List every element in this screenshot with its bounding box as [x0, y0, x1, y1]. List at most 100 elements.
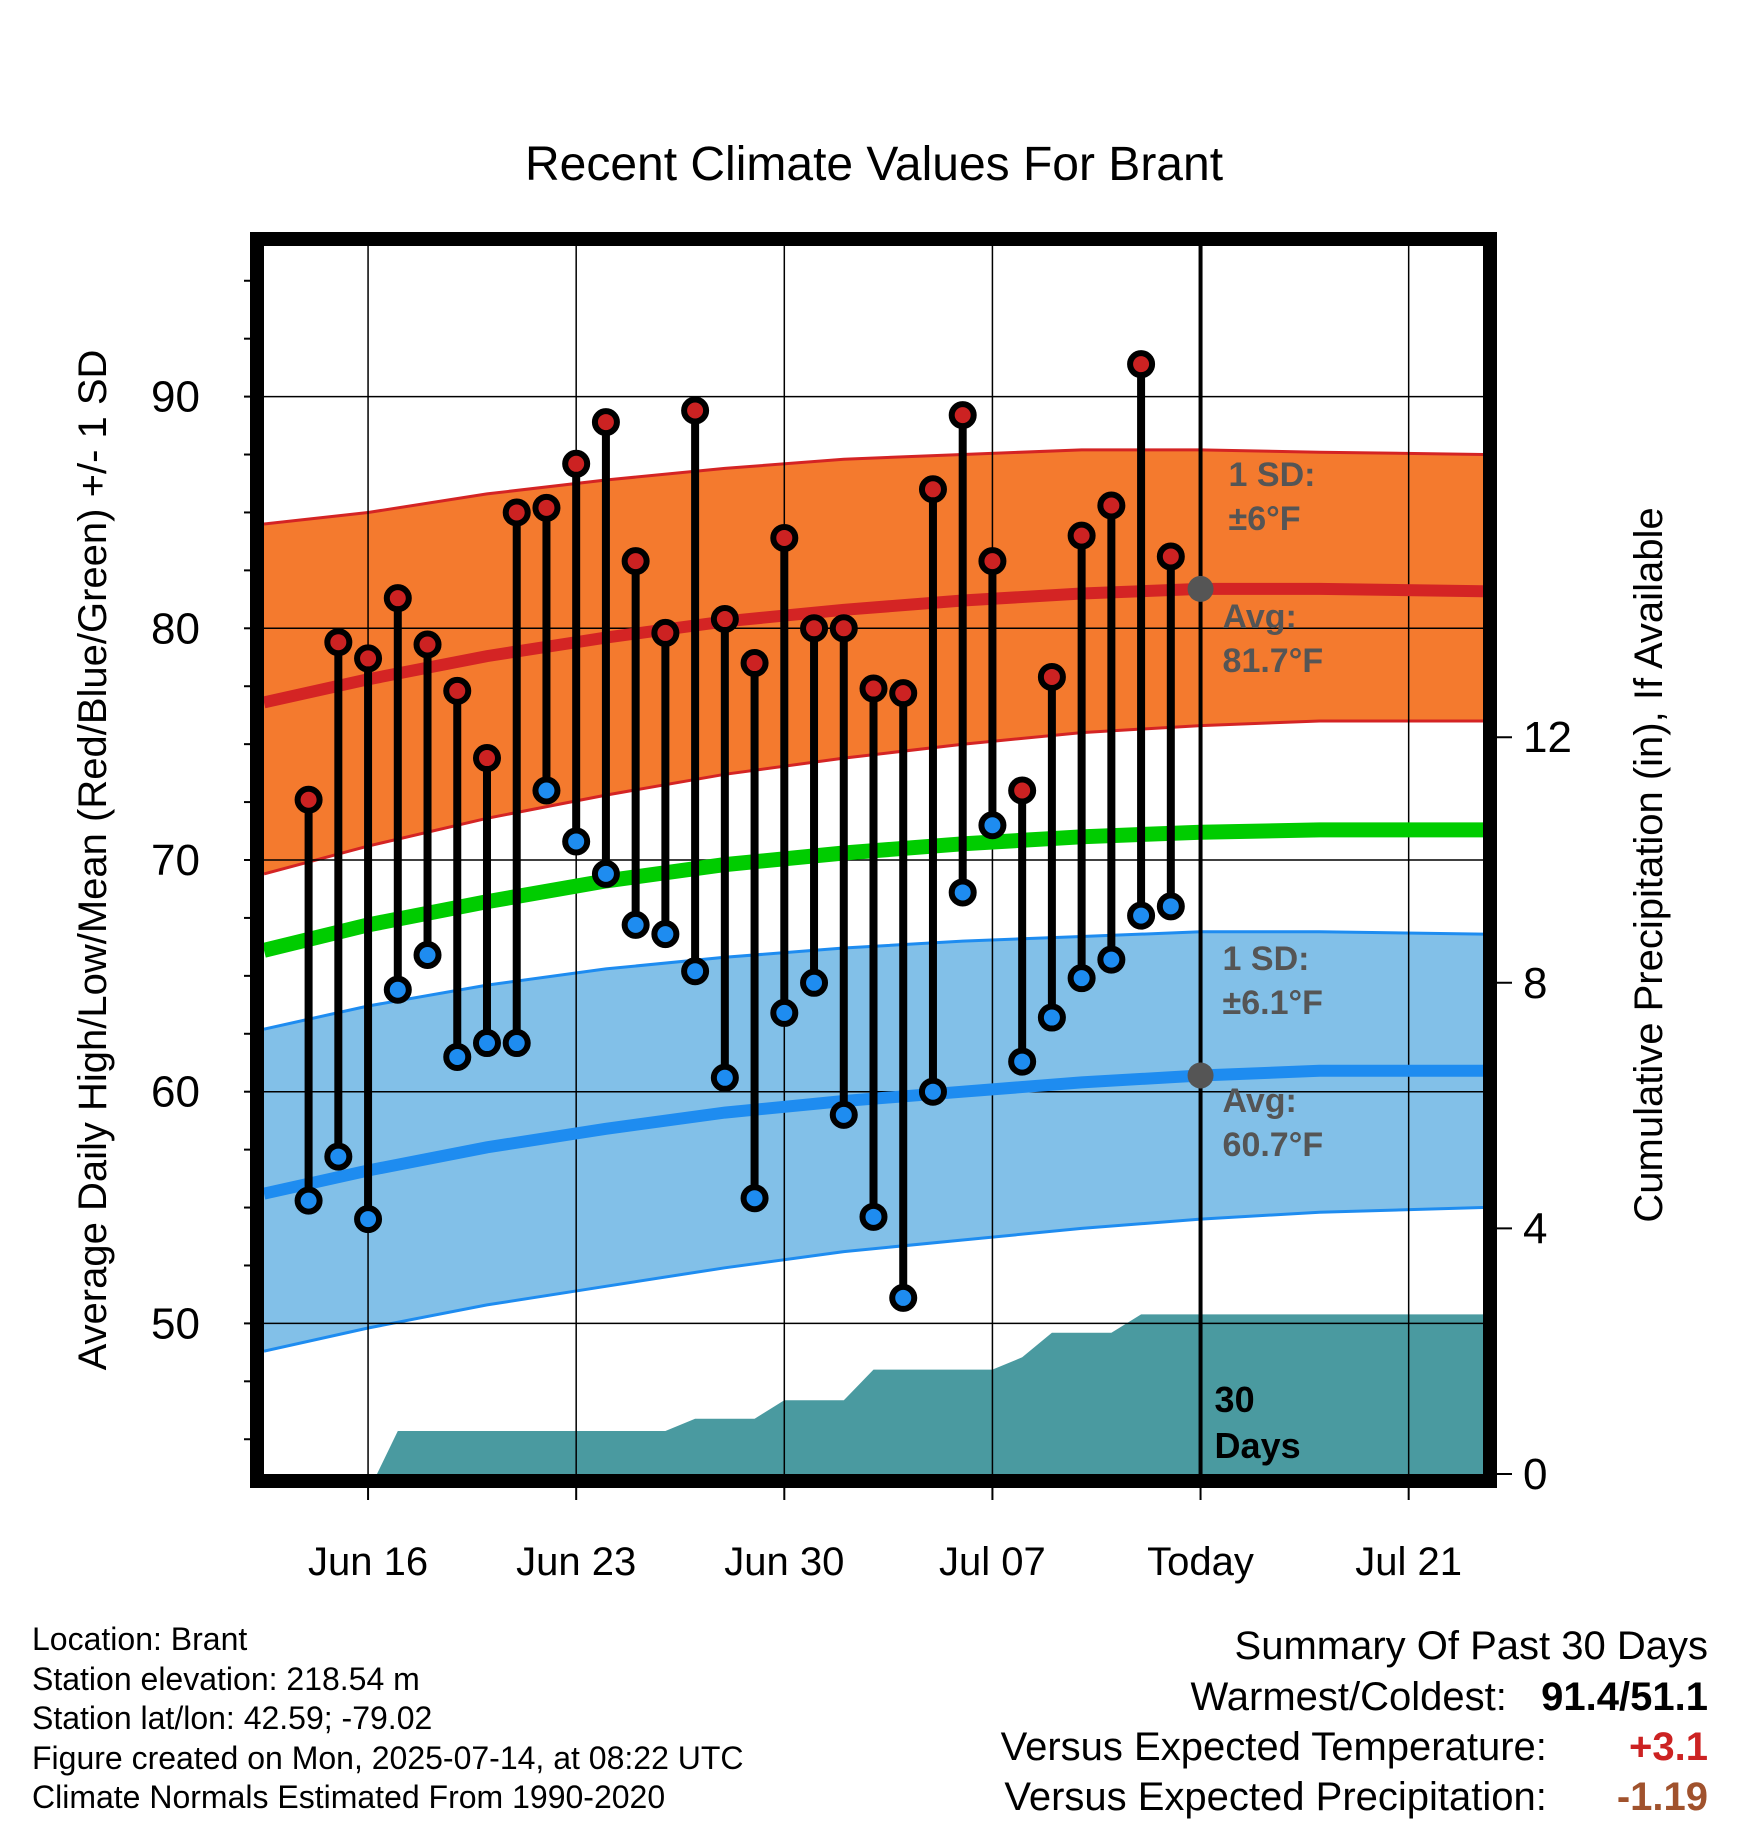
daily-high-point	[681, 396, 710, 425]
summary-warm-cold: Warmest/Coldest: 91.4/51.1	[1001, 1672, 1709, 1722]
daily-low-point	[1037, 1003, 1066, 1032]
high-avg-line	[264, 582, 1483, 709]
x-tick-label: Jun 16	[308, 1540, 428, 1584]
temp-value: +3.1	[1629, 1725, 1708, 1769]
x-tick-label: Jul 07	[939, 1540, 1046, 1584]
y-axis-label: Average Daily High/Low/Mean (Red/Blue/Gr…	[71, 350, 115, 1371]
daily-low-point	[413, 940, 442, 969]
daily-high-point	[1008, 776, 1037, 805]
high-sd-label: 1 SD:	[1229, 456, 1316, 494]
daily-low-point	[829, 1100, 858, 1129]
high-upper-edge	[264, 448, 1483, 526]
daily-high-point	[889, 679, 918, 708]
daily-low-point	[1127, 901, 1156, 930]
daily-high-point	[1037, 662, 1066, 691]
warm-cold-label: Warmest/Coldest:	[1190, 1675, 1507, 1719]
climate-chart: 1 SD: ±6°F Avg: 81.7°F 1 SD: ±6.1°F Avg: 60.7°F…	[71, 138, 1671, 1600]
daily-low-point	[978, 811, 1007, 840]
daily-low-point	[294, 1186, 323, 1215]
y-tick-label: 50	[151, 1299, 200, 1348]
low-avg-label: Avg:	[1223, 1082, 1297, 1120]
daily-low-point	[1097, 945, 1126, 974]
daily-low-point	[532, 776, 561, 805]
y2-axis-label: Cumulative Precipitation (in), If Availa…	[1627, 507, 1671, 1222]
x-tick-label: Today	[1147, 1540, 1254, 1584]
daily-low-point	[1008, 1047, 1037, 1076]
daily-high-point	[1097, 491, 1126, 520]
daily-low-point	[354, 1205, 383, 1234]
daily-low-point	[591, 859, 620, 888]
daily-low-point	[1067, 964, 1096, 993]
daily-high-point	[1067, 521, 1096, 550]
daily-low-point	[918, 1077, 947, 1106]
high-avg-label: Avg:	[1223, 598, 1297, 636]
x-tick-label: Jun 23	[516, 1540, 636, 1584]
daily-high-point	[800, 614, 829, 643]
daily-high-point	[918, 475, 947, 504]
y2-tick-label: 12	[1523, 713, 1572, 762]
x-axis-label: Day	[838, 1595, 909, 1600]
daily-low-point	[1156, 892, 1185, 921]
high-sd-value: ±6°F	[1229, 500, 1301, 538]
period-label-1: 30	[1215, 1379, 1255, 1420]
x-tick-label: Jun 30	[724, 1540, 844, 1584]
daily-low-point	[651, 920, 680, 949]
summary-temp: Versus Expected Temperature: +3.1	[1001, 1722, 1708, 1772]
daily-high-point	[532, 493, 561, 522]
daily-high-point	[591, 408, 620, 437]
precip-label: Versus Expected Precipitation:	[1004, 1775, 1547, 1819]
location-text: Location: Brant	[32, 1621, 248, 1657]
low-sd-label: 1 SD:	[1223, 940, 1310, 978]
daily-low-point	[859, 1202, 888, 1231]
daily-high-point	[948, 401, 977, 430]
daily-low-point	[562, 827, 591, 856]
daily-high-point	[621, 547, 650, 576]
daily-low-point	[443, 1042, 472, 1071]
daily-low-point	[770, 998, 799, 1027]
today-high-avg-dot	[1187, 575, 1214, 602]
daily-high-point	[383, 584, 412, 613]
plot-area	[264, 246, 1483, 1474]
daily-low-point	[889, 1283, 918, 1312]
daily-high-point	[978, 547, 1007, 576]
plot-frame	[250, 232, 1497, 1488]
today-low-avg-dot	[1187, 1062, 1214, 1089]
latlon-text: Station lat/lon: 42.59; -79.02	[32, 1700, 433, 1736]
precip-area	[264, 1314, 1483, 1474]
daily-high-point	[324, 628, 353, 657]
station-info: Location: Brant Station elevation: 218.5…	[32, 1620, 744, 1818]
y2-tick-label: 0	[1523, 1450, 1547, 1499]
summary-panel: Summary Of Past 30 Days Warmest/Coldest:…	[1001, 1620, 1708, 1822]
warm-cold-value: 91.4/51.1	[1541, 1675, 1708, 1719]
daily-high-point	[1127, 350, 1156, 379]
y-tick-label: 70	[151, 836, 200, 885]
daily-low-point	[710, 1063, 739, 1092]
y-tick-label: 90	[151, 373, 200, 422]
daily-low-point	[621, 910, 650, 939]
daily-high-point	[472, 744, 501, 773]
high-avg-value: 81.7°F	[1223, 642, 1324, 680]
low-avg-value: 60.7°F	[1223, 1126, 1324, 1164]
daily-high-point	[413, 630, 442, 659]
daily-high-point	[651, 618, 680, 647]
elevation-text: Station elevation: 218.54 m	[32, 1660, 420, 1697]
daily-low-point	[383, 975, 412, 1004]
y-tick-label: 60	[151, 1068, 200, 1117]
summary-title: Summary Of Past 30 Days	[1234, 1624, 1708, 1668]
precip-value: -1.19	[1616, 1775, 1708, 1819]
daily-high-point	[710, 605, 739, 634]
daily-high-point	[443, 676, 472, 705]
y-tick-label: 80	[151, 604, 200, 653]
daily-low-point	[740, 1184, 769, 1213]
daily-low-point	[472, 1029, 501, 1058]
daily-high-point	[294, 785, 323, 814]
daily-low-point	[502, 1029, 531, 1058]
daily-low-point	[948, 878, 977, 907]
daily-high-point	[354, 644, 383, 673]
daily-low-point	[800, 968, 829, 997]
daily-high-point	[859, 674, 888, 703]
y2-tick-label: 8	[1523, 959, 1547, 1008]
daily-low-point	[324, 1142, 353, 1171]
chart-title: Recent Climate Values For Brant	[525, 138, 1223, 191]
x-tick-label: Jul 21	[1355, 1540, 1462, 1584]
